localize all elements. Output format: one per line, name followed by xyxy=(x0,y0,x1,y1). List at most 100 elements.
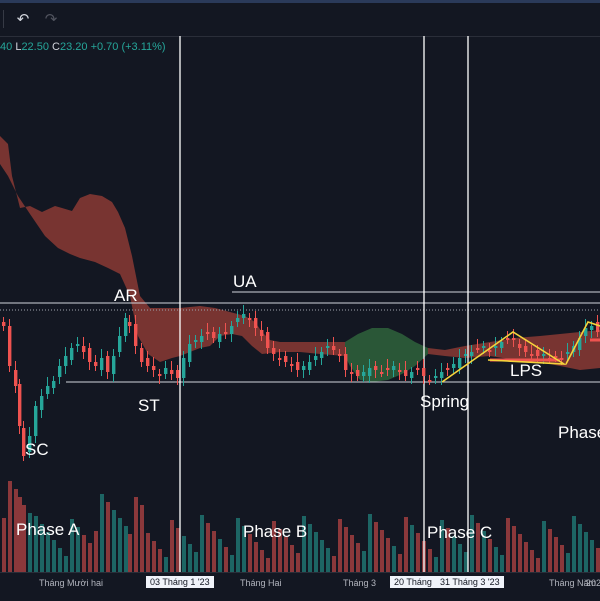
time-axis[interactable]: Tháng Mười hai 03 Tháng 1 '23 Tháng Hai … xyxy=(0,572,600,601)
volume-bar xyxy=(566,553,570,572)
candle-body xyxy=(272,348,276,354)
candle-body xyxy=(410,372,414,378)
candle-body xyxy=(302,366,306,370)
candle-body xyxy=(332,346,336,350)
volume-bar xyxy=(398,554,402,572)
candle-body xyxy=(422,368,426,376)
volume-bar xyxy=(446,528,450,572)
volume-bar xyxy=(410,525,414,572)
volume-bar xyxy=(590,540,594,572)
volume-bar xyxy=(106,502,110,572)
volume-bar xyxy=(188,544,192,572)
volume-bar xyxy=(458,544,462,572)
candle-body xyxy=(314,356,318,360)
candle-body xyxy=(100,358,104,370)
volume-bar xyxy=(112,510,116,572)
volume-bar xyxy=(164,557,168,572)
volume-bar xyxy=(374,522,378,572)
candle-body xyxy=(590,326,594,330)
label-st: ST xyxy=(138,396,160,415)
candle-body xyxy=(8,326,12,366)
ohlc-low-value: 22.50 xyxy=(21,41,49,53)
candle-body xyxy=(290,364,294,366)
volume-bar xyxy=(326,548,330,572)
volume-bar xyxy=(170,520,174,572)
candle-body xyxy=(260,330,264,336)
volume-bar xyxy=(440,520,444,572)
volume-bar xyxy=(572,516,576,572)
candle-body xyxy=(326,346,330,348)
ichimoku-cloud-bearish xyxy=(0,136,345,362)
volume-bar xyxy=(8,481,12,572)
candle-body xyxy=(140,348,144,362)
volume-bar xyxy=(392,546,396,572)
candle-body xyxy=(46,386,50,394)
candle-body xyxy=(308,362,312,370)
volume-bar xyxy=(518,534,522,572)
volume-bar xyxy=(530,550,534,572)
volume-bar xyxy=(488,539,492,572)
volume-bar xyxy=(128,534,132,572)
candle-body xyxy=(94,362,98,366)
candle-body xyxy=(182,358,186,378)
candle-body xyxy=(500,342,504,348)
candle-body xyxy=(40,396,44,410)
xaxis-label-december: Tháng Mười hai xyxy=(39,578,103,588)
undo-icon[interactable]: ↶ xyxy=(16,10,30,28)
candle-body xyxy=(22,428,26,456)
candle-body xyxy=(416,368,420,370)
candle-body xyxy=(596,322,600,332)
candle-body xyxy=(458,358,462,368)
label-phase-a: Phase A xyxy=(16,520,80,539)
volume-bar xyxy=(152,541,156,572)
price-chart[interactable] xyxy=(0,36,600,572)
candle-body xyxy=(18,384,22,426)
top-toolbar: ↶ ↷ xyxy=(0,0,600,37)
ohlc-legend: 40 L22.50 C23.20 +0.70 (+3.11%) xyxy=(0,41,166,53)
ohlc-open-value: 40 xyxy=(0,41,13,53)
xaxis-label-february: Tháng Hai xyxy=(240,578,282,588)
candle-body xyxy=(34,406,38,436)
volume-bar xyxy=(320,540,324,572)
candle-body xyxy=(152,366,156,370)
volume-bar xyxy=(596,548,600,572)
candle-body xyxy=(566,352,570,354)
volume-bar xyxy=(76,527,80,572)
candle-body xyxy=(70,348,74,360)
volume-bar xyxy=(158,549,162,572)
candle-body xyxy=(530,354,534,356)
label-phase-b: Phase B xyxy=(243,522,308,541)
volume-bar xyxy=(302,516,306,572)
volume-bar xyxy=(512,526,516,572)
volume-bar xyxy=(194,552,198,572)
volume-bar xyxy=(248,534,252,572)
volume-bar xyxy=(58,548,62,572)
xaxis-label-date-1: 03 Tháng 1 '23 xyxy=(146,576,214,588)
candle-body xyxy=(248,318,252,320)
candle-body xyxy=(380,372,384,374)
label-phase-d: Phase xyxy=(558,423,600,442)
candle-body xyxy=(470,352,474,356)
candle-body xyxy=(2,322,6,326)
volume-bar xyxy=(266,558,270,572)
label-spring: Spring xyxy=(420,392,470,411)
candle-body xyxy=(254,318,258,328)
candle-body xyxy=(266,332,270,348)
candle-body xyxy=(88,348,92,362)
volume-bar xyxy=(332,556,336,572)
redo-icon[interactable]: ↷ xyxy=(44,10,58,28)
label-ua: UA xyxy=(233,272,257,291)
volume-bar xyxy=(218,539,222,572)
volume-bar xyxy=(140,505,144,572)
candle-body xyxy=(374,366,378,370)
candle-body xyxy=(518,344,522,348)
xaxis-label-year: 202 xyxy=(586,578,600,588)
volume-bar xyxy=(476,523,480,572)
candle-body xyxy=(398,370,402,372)
volume-bar xyxy=(296,553,300,572)
candle-body xyxy=(146,358,150,366)
candle-body xyxy=(278,358,282,360)
candle-body xyxy=(82,346,86,352)
volume-bar xyxy=(338,519,342,572)
label-ar: AR xyxy=(114,286,138,305)
